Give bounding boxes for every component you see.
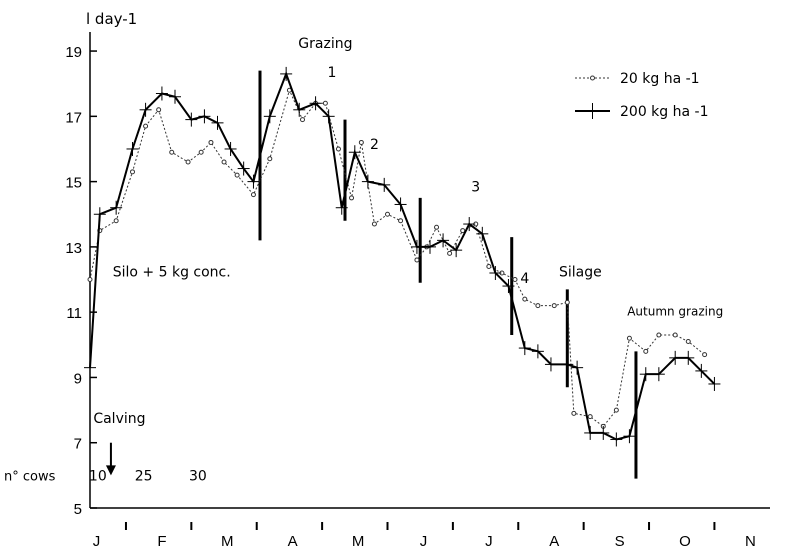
annotation: Silage xyxy=(559,264,602,280)
month-label: M xyxy=(221,533,234,550)
month-label: S xyxy=(615,533,625,550)
point-20kg xyxy=(267,156,273,162)
point-20kg xyxy=(113,218,119,224)
point-20kg xyxy=(198,149,204,155)
point-20kg xyxy=(535,303,541,309)
y-axis-label: l day-1 xyxy=(86,10,137,28)
y-tick-label: 19 xyxy=(65,44,82,61)
y-tick-label: 9 xyxy=(74,370,82,387)
point-20kg xyxy=(414,257,420,263)
point-20kg xyxy=(398,218,404,224)
point-20kg xyxy=(564,299,570,305)
point-20kg xyxy=(702,352,708,358)
y-tick-label: 5 xyxy=(74,501,82,518)
point-20kg xyxy=(185,159,191,165)
y-tick-label: 11 xyxy=(66,305,82,322)
point-20kg xyxy=(512,277,518,283)
y-tick-label: 17 xyxy=(65,109,82,126)
point-20kg xyxy=(486,263,492,269)
series-lines xyxy=(84,66,721,447)
point-20kg xyxy=(300,117,305,123)
month-label: A xyxy=(288,533,298,550)
month-label: J xyxy=(485,533,493,550)
cow-count: 10 xyxy=(89,468,107,484)
point-20kg xyxy=(208,139,214,145)
annotation: 1 xyxy=(327,65,336,81)
annotations: Grazing 1 2 3 4 Silage Autumn grazing Silo + 5 … xyxy=(89,36,723,484)
month-label: F xyxy=(157,533,166,550)
annotation: 2 xyxy=(370,137,379,153)
month-label: O xyxy=(679,533,691,550)
annotation: Calving xyxy=(93,411,145,427)
y-ticks: 5 7 9 11 13 15 17 19 xyxy=(65,44,97,518)
cow-count-label: n° cows xyxy=(4,469,56,484)
point-20kg xyxy=(130,169,135,175)
month-label: N xyxy=(745,533,756,550)
legend xyxy=(575,75,610,119)
point-20kg xyxy=(349,195,355,201)
point-20kg xyxy=(169,149,175,155)
point-20kg xyxy=(643,348,649,354)
month-label: M xyxy=(352,533,365,550)
y-tick-label: 7 xyxy=(74,436,82,453)
point-20kg xyxy=(587,414,593,420)
cow-count: 25 xyxy=(135,468,153,484)
point-20kg xyxy=(87,277,93,283)
point-20kg xyxy=(613,407,619,413)
month-label: J xyxy=(420,533,428,550)
series-line-20kg xyxy=(89,88,705,428)
annotation: Silo + 5 kg conc. xyxy=(113,264,231,280)
point-20kg xyxy=(234,172,240,178)
point-20kg xyxy=(250,192,256,198)
legend-label-200kg: 200 kg ha -1 xyxy=(620,104,708,120)
legend-label-20kg: 20 kg ha -1 xyxy=(620,71,700,87)
legend-marker-20kg xyxy=(590,75,595,81)
month-label: A xyxy=(549,533,559,550)
axes xyxy=(89,32,770,509)
point-20kg xyxy=(156,107,162,113)
point-20kg xyxy=(551,303,557,309)
point-20kg xyxy=(672,332,678,338)
point-20kg xyxy=(656,332,662,338)
calving-arrow-head xyxy=(105,465,116,476)
point-20kg xyxy=(371,221,377,227)
point-20kg xyxy=(626,335,632,341)
annotation: Grazing xyxy=(298,36,352,52)
point-20kg xyxy=(143,123,149,129)
point-20kg xyxy=(322,100,328,106)
point-20kg xyxy=(385,211,390,217)
cow-count: 30 xyxy=(189,468,207,484)
point-20kg xyxy=(434,224,440,230)
y-tick-label: 15 xyxy=(65,175,82,192)
month-label: J xyxy=(93,533,101,550)
point-20kg xyxy=(571,410,577,416)
annotation: 4 xyxy=(520,271,529,287)
point-20kg xyxy=(335,146,341,152)
annotation: Autumn grazing xyxy=(627,304,723,318)
point-20kg xyxy=(685,339,691,345)
point-20kg xyxy=(221,159,227,165)
point-20kg xyxy=(447,250,453,256)
point-20kg xyxy=(460,228,466,234)
point-20kg xyxy=(522,296,528,302)
point-20kg xyxy=(358,139,364,145)
series-line-200kg xyxy=(89,71,716,441)
y-tick-label: 13 xyxy=(65,240,82,257)
annotation: 3 xyxy=(471,179,480,195)
